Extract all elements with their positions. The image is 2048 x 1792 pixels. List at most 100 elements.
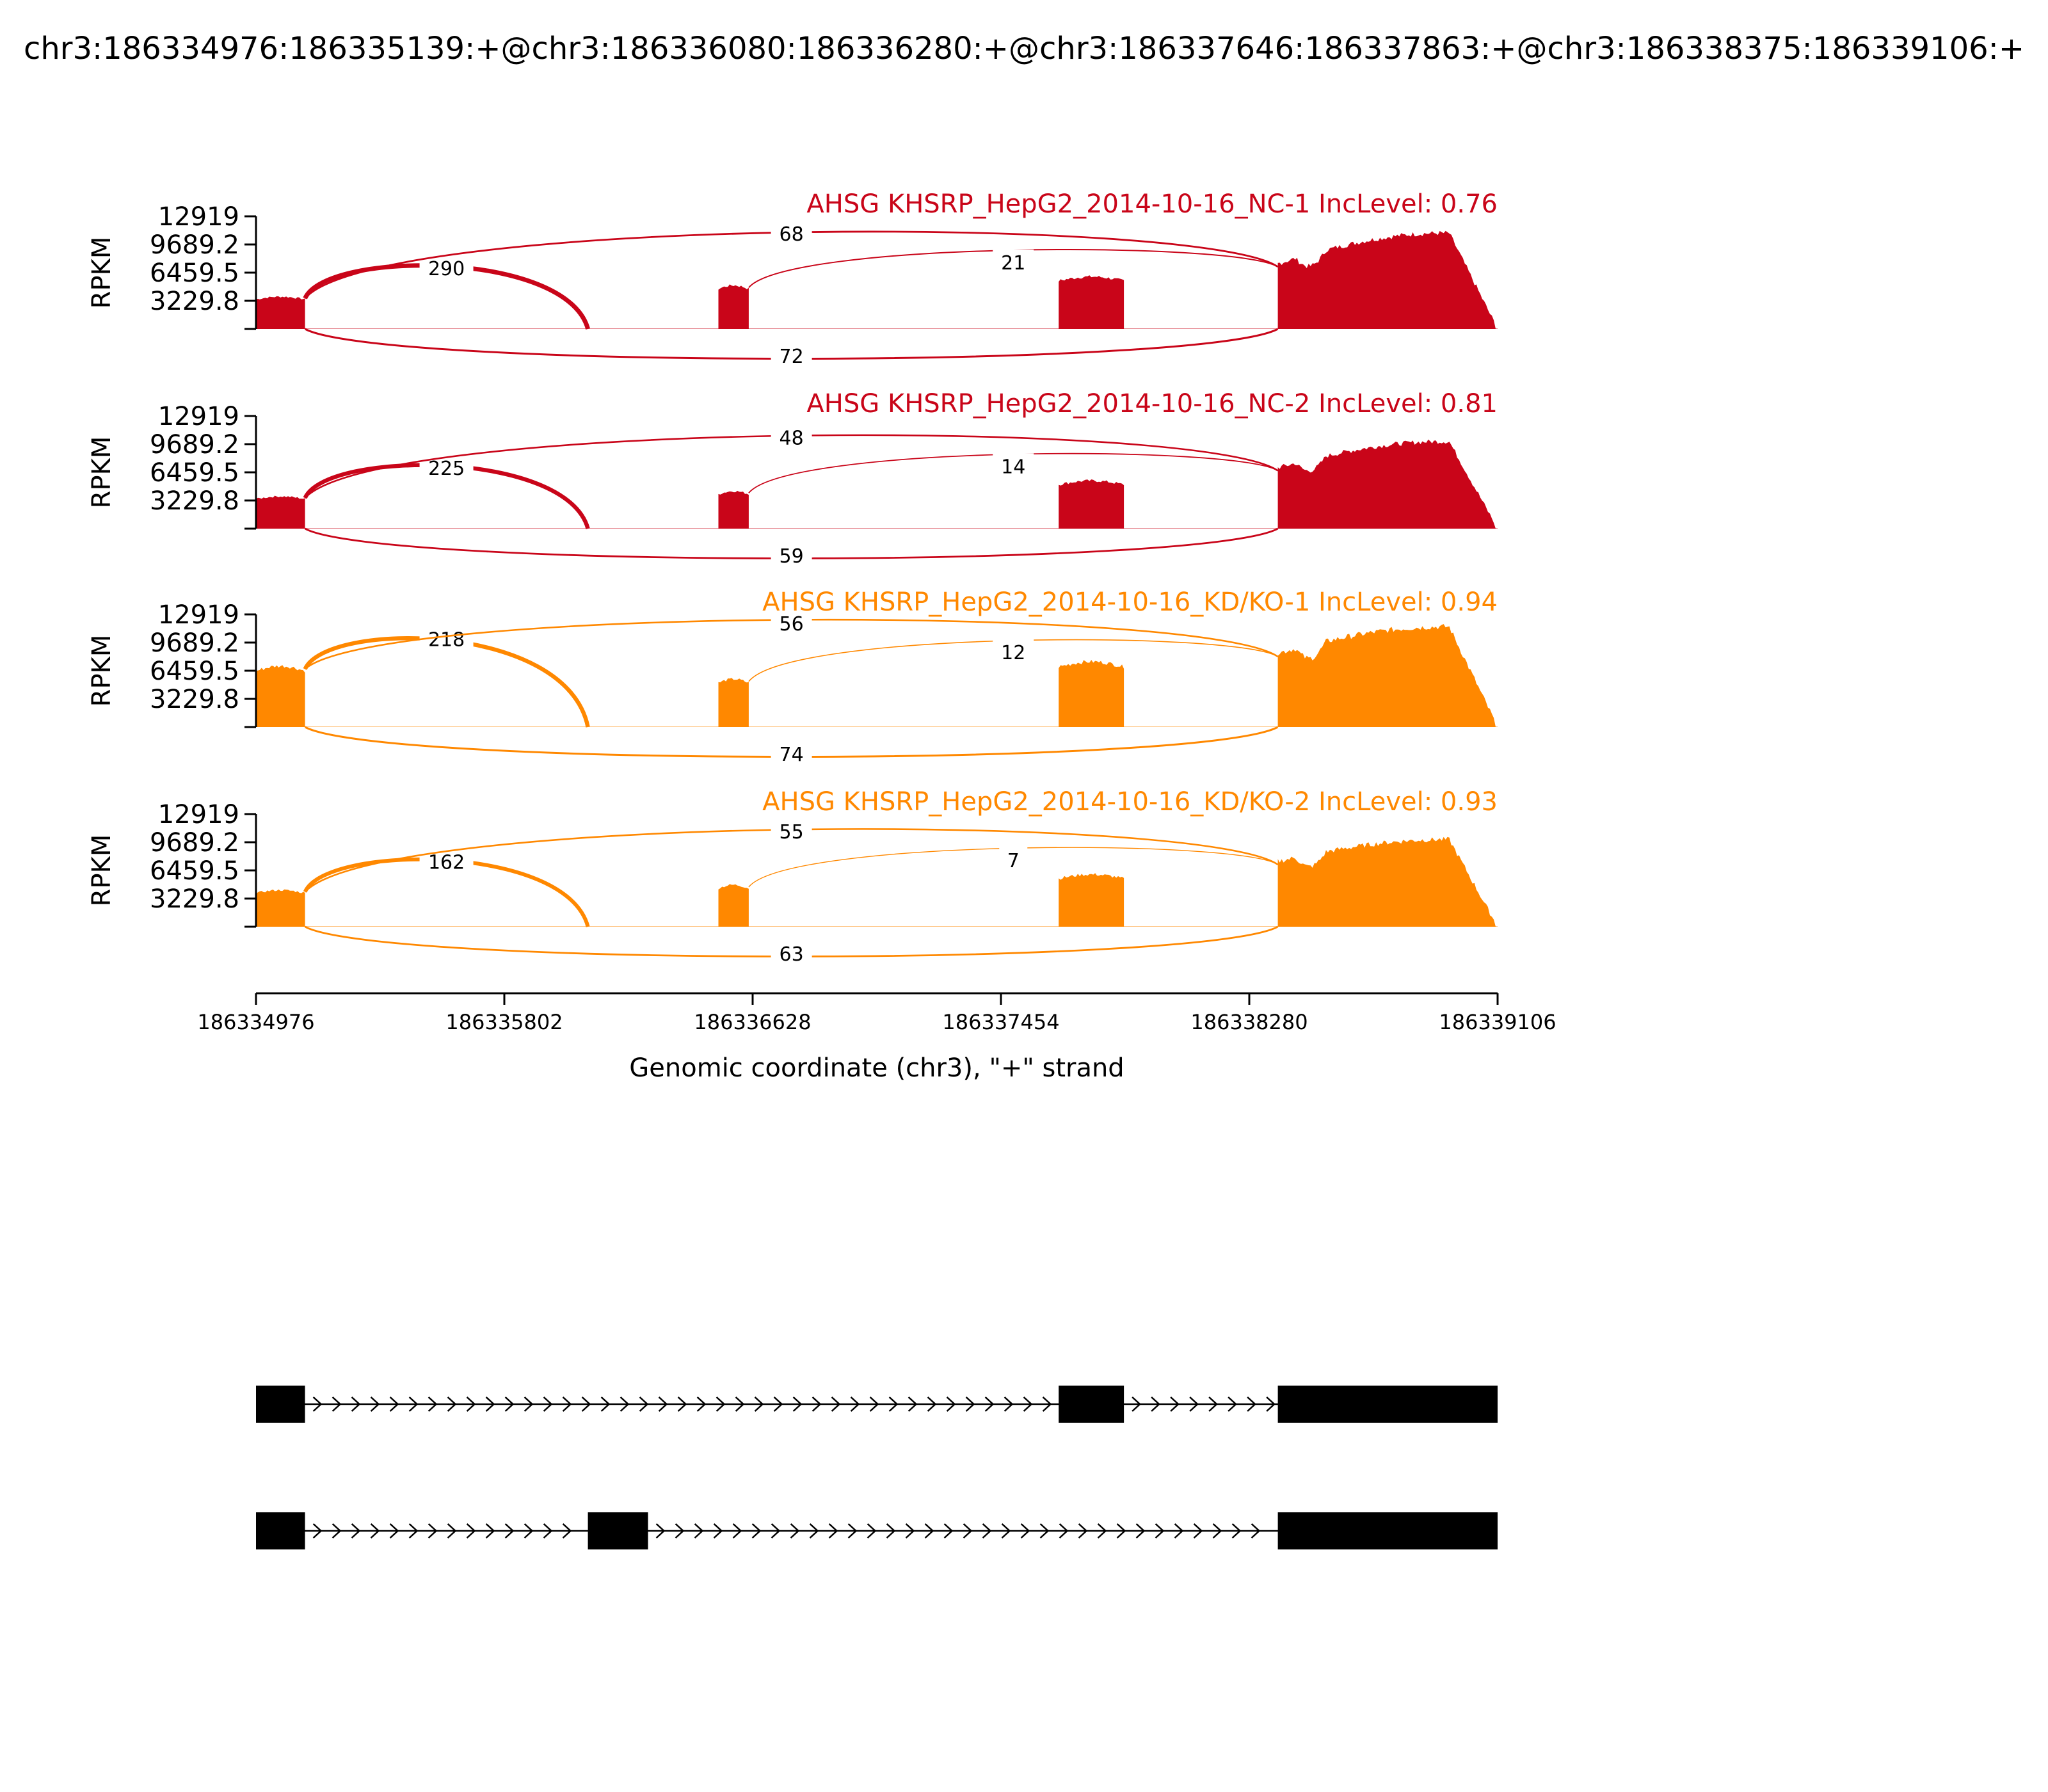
junction-count-label: 48	[780, 427, 804, 449]
strand-chevron	[524, 1523, 534, 1539]
transcript	[256, 1512, 1498, 1549]
strand-chevron	[466, 1396, 476, 1412]
strand-chevron	[1042, 1396, 1052, 1412]
coverage-area	[1059, 275, 1124, 329]
strand-chevron	[351, 1523, 361, 1539]
junction-count-label: 218	[428, 628, 465, 651]
strand-chevron	[850, 1396, 860, 1412]
junction-count-label: 225	[428, 458, 465, 480]
strand-chevron	[675, 1523, 685, 1539]
strand-chevron	[408, 1396, 419, 1412]
junction-count-bg	[993, 639, 1034, 665]
y-tick-label: 3229.8	[150, 685, 239, 714]
y-tick-label: 12919	[158, 800, 239, 829]
junction-count-label: 7	[1007, 850, 1020, 872]
strand-chevron	[1231, 1523, 1242, 1539]
strand-chevron	[332, 1523, 342, 1539]
y-tick-label: 12919	[158, 600, 239, 630]
coverage-area	[718, 678, 749, 727]
strand-chevron	[332, 1396, 342, 1412]
sample-title: AHSG KHSRP_HepG2_2014-10-16_KD/KO-1 IncL…	[762, 588, 1498, 617]
coverage-area	[256, 495, 305, 529]
strand-chevron	[562, 1523, 572, 1539]
exon-block	[1059, 1386, 1124, 1423]
junction-count-label: 14	[1001, 456, 1025, 478]
coverage-area	[718, 884, 749, 927]
y-tick-label: 9689.2	[150, 628, 239, 658]
x-tick-label: 186337454	[942, 1010, 1059, 1034]
strand-chevron	[485, 1523, 495, 1539]
junction-count-bg	[993, 453, 1034, 479]
strand-chevron	[867, 1523, 877, 1539]
strand-chevron	[812, 1396, 822, 1412]
junction-count-bg	[771, 424, 812, 451]
strand-chevron	[389, 1523, 399, 1539]
strand-chevron	[466, 1523, 476, 1539]
strand-chevron	[504, 1523, 515, 1539]
x-tick-label: 186338280	[1190, 1010, 1308, 1034]
y-axis-label: RPKM	[87, 237, 116, 309]
strand-chevron	[754, 1396, 764, 1412]
strand-chevron	[1004, 1396, 1014, 1412]
coverage-area	[256, 296, 305, 329]
junction-count-label: 55	[780, 821, 804, 844]
strand-chevron	[312, 1523, 323, 1539]
coverage-area	[1277, 624, 1498, 727]
strand-chevron	[655, 1523, 666, 1539]
strand-chevron	[924, 1523, 934, 1539]
strand-chevron	[888, 1396, 899, 1412]
y-tick-label: 3229.8	[150, 486, 239, 516]
exon-block	[256, 1386, 305, 1423]
x-tick-label: 186339106	[1439, 1010, 1556, 1034]
gene-model	[256, 1386, 1498, 1549]
y-tick-label: 6459.5	[150, 259, 239, 288]
junction-count-bg	[419, 255, 474, 282]
junction-count-bg	[771, 818, 812, 844]
strand-chevron	[771, 1523, 781, 1539]
junction-count-bg	[771, 610, 812, 636]
strand-chevron	[1039, 1523, 1050, 1539]
strand-chevron	[696, 1396, 707, 1412]
junction-count-bg	[771, 741, 812, 767]
y-tick-label: 6459.5	[150, 856, 239, 886]
strand-chevron	[965, 1396, 975, 1412]
strand-chevron	[828, 1523, 838, 1539]
strand-chevron	[831, 1396, 841, 1412]
strand-chevron	[428, 1396, 438, 1412]
exon-block	[588, 1512, 648, 1549]
junction-count-bg	[771, 343, 812, 369]
strand-chevron	[1059, 1523, 1069, 1539]
y-axis-label: RPKM	[87, 635, 116, 707]
strand-chevron	[963, 1523, 973, 1539]
sample-title: AHSG KHSRP_HepG2_2014-10-16_NC-2 IncLeve…	[806, 389, 1498, 419]
strand-chevron	[677, 1396, 687, 1412]
strand-chevron	[447, 1396, 457, 1412]
strand-chevron	[984, 1396, 995, 1412]
junction-count-label: 59	[780, 545, 804, 568]
coverage-area	[256, 889, 305, 927]
strand-chevron	[312, 1396, 323, 1412]
y-tick-label: 9689.2	[150, 430, 239, 460]
junction-count-label: 12	[1001, 642, 1025, 664]
strand-chevron	[716, 1396, 726, 1412]
strand-chevron	[1212, 1523, 1222, 1539]
strand-chevron	[792, 1396, 803, 1412]
strand-chevron	[1208, 1396, 1218, 1412]
strand-chevron	[524, 1396, 534, 1412]
strand-chevron	[982, 1523, 992, 1539]
strand-chevron	[1155, 1523, 1165, 1539]
strand-chevron	[847, 1523, 858, 1539]
strand-chevron	[370, 1396, 380, 1412]
strand-chevron	[408, 1523, 419, 1539]
x-axis: 186334976 186335802 186336628 186337454 1863…	[197, 992, 1556, 1034]
y-tick-label: 9689.2	[150, 230, 239, 260]
junction-count-label: 72	[780, 346, 804, 368]
coverage-area	[1277, 230, 1498, 329]
x-tick-label: 186335802	[445, 1010, 563, 1034]
junction-count-label: 21	[1001, 252, 1025, 275]
